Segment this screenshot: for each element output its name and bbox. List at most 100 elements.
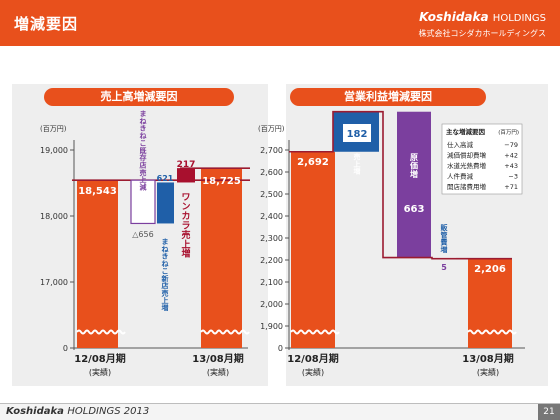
left-tick-label: 19,000	[40, 146, 68, 155]
right-step-label-1: 売上増	[354, 152, 361, 176]
svg-text:上: 上	[140, 175, 147, 184]
left-tick-label: 17,000	[40, 278, 68, 287]
left-end-value: 18,725	[202, 176, 241, 187]
breakdown-row-value: −3	[508, 173, 518, 181]
svg-text:ラ: ラ	[181, 220, 190, 231]
brand-suffix: HOLDINGS	[492, 13, 546, 24]
svg-text:原: 原	[410, 153, 418, 162]
right-connector-line	[289, 110, 512, 260]
svg-text:売: 売	[354, 152, 361, 161]
right-step-value-3: 5	[441, 263, 447, 272]
breakdown-row-label: 仕入高減	[447, 140, 474, 149]
left-step-bar-1	[130, 179, 156, 225]
breakdown-row-label: 開店諸費用増	[447, 182, 487, 191]
svg-text:存: 存	[140, 153, 147, 162]
right-tick-label: 2,200	[260, 256, 283, 265]
svg-text:売: 売	[140, 168, 147, 177]
footer-brand: Koshidaka HOLDINGS 2013	[6, 406, 149, 417]
right-step-value-box-1	[343, 124, 371, 142]
svg-text:増: 増	[162, 303, 169, 312]
svg-text:こ: こ	[162, 267, 169, 275]
right-x-label-end: 13/08月期	[462, 352, 513, 365]
left-x-label-end: 13/08月期	[192, 352, 243, 365]
svg-text:ま: ま	[162, 237, 169, 246]
svg-text:き: き	[162, 252, 169, 261]
svg-text:減: 減	[140, 183, 147, 192]
svg-text:上: 上	[354, 159, 361, 168]
breakdown-row-value: +71	[504, 183, 518, 191]
svg-text:ま: ま	[140, 109, 147, 118]
svg-text:価: 価	[409, 160, 418, 170]
brand-name: Koshidaka	[419, 10, 489, 24]
brand-logo: Koshidaka HOLDINGS	[419, 10, 546, 24]
right-x-label-start: 12/08月期	[287, 352, 338, 365]
breakdown-row-value: +42	[504, 152, 518, 160]
right-x-sub-end: (実績)	[477, 367, 499, 377]
left-end-break	[200, 329, 250, 335]
footer-brand-rest: HOLDINGS 2013	[67, 406, 150, 417]
page-title: 増減要因	[14, 15, 79, 33]
svg-text:上: 上	[162, 296, 169, 305]
right-step-value-1: 182	[347, 129, 368, 140]
right-chart-title: 営業利益増減要因	[290, 88, 486, 106]
right-start-value: 2,692	[297, 157, 329, 168]
company-name: 株式会社コシダカホールディングス	[418, 29, 546, 38]
svg-text:ン: ン	[181, 201, 190, 212]
right-step-value-2: 663	[404, 204, 425, 215]
left-x-label-start: 12/08月期	[74, 352, 125, 365]
svg-text:費: 費	[441, 238, 448, 247]
right-tick-label: 2,300	[260, 234, 283, 243]
svg-text:増: 増	[181, 248, 190, 260]
right-tick-label: 2,400	[260, 212, 283, 221]
left-start-break	[76, 329, 126, 335]
svg-text:店: 店	[140, 160, 147, 169]
left-step-bar-2	[157, 182, 174, 224]
svg-text:ね: ね	[162, 260, 170, 268]
right-end-break	[467, 329, 517, 335]
left-start-bar	[77, 180, 118, 348]
left-step-bar-3	[177, 168, 195, 183]
right-tick-label: 2,000	[260, 300, 283, 309]
right-unit-label: (百万円)	[258, 125, 285, 133]
footer-brand-name: Koshidaka	[6, 406, 64, 417]
svg-text:店: 店	[162, 281, 169, 290]
breakdown-row-label: 減価償却費増	[447, 151, 487, 160]
page-number: 21	[538, 404, 560, 420]
left-chart-title: 売上高増減要因	[44, 88, 234, 106]
svg-text:ワ: ワ	[181, 193, 190, 203]
svg-text:カ: カ	[181, 211, 190, 222]
right-step-label-2: 原価増	[409, 153, 418, 179]
breakdown-unit: (百万円)	[498, 129, 519, 136]
breakdown-box	[441, 123, 523, 195]
svg-text:管: 管	[441, 230, 448, 239]
svg-text:既: 既	[140, 147, 147, 155]
left-step-value-1: △656	[132, 230, 153, 239]
svg-text:ね: ね	[162, 245, 170, 253]
svg-text:こ: こ	[140, 139, 147, 147]
right-step-bar-2	[397, 111, 431, 258]
left-start-value: 18,543	[78, 186, 117, 197]
svg-text:販: 販	[441, 223, 449, 232]
right-tick-label: 1,900	[260, 322, 283, 331]
left-unit-label: (百万円)	[40, 125, 67, 133]
svg-text:売: 売	[181, 229, 190, 241]
left-step-value-3: 217	[177, 160, 196, 170]
svg-text:上: 上	[181, 238, 190, 250]
right-tick-label: 2,700	[260, 146, 283, 155]
svg-text:新: 新	[162, 274, 169, 283]
left-end-bar	[201, 168, 242, 348]
svg-text:売: 売	[162, 288, 169, 297]
footer-bar: Koshidaka HOLDINGS 2013 21	[0, 403, 560, 420]
breakdown-row-value: +43	[504, 162, 518, 170]
svg-text:増: 増	[410, 169, 418, 179]
right-tick-label: 2,600	[260, 168, 283, 177]
left-tick-label: 18,000	[40, 212, 68, 221]
header-bar: 増減要因 Koshidaka HOLDINGS 株式会社コシダカホールディングス	[0, 0, 560, 46]
left-step-value-2: 621	[157, 174, 174, 183]
